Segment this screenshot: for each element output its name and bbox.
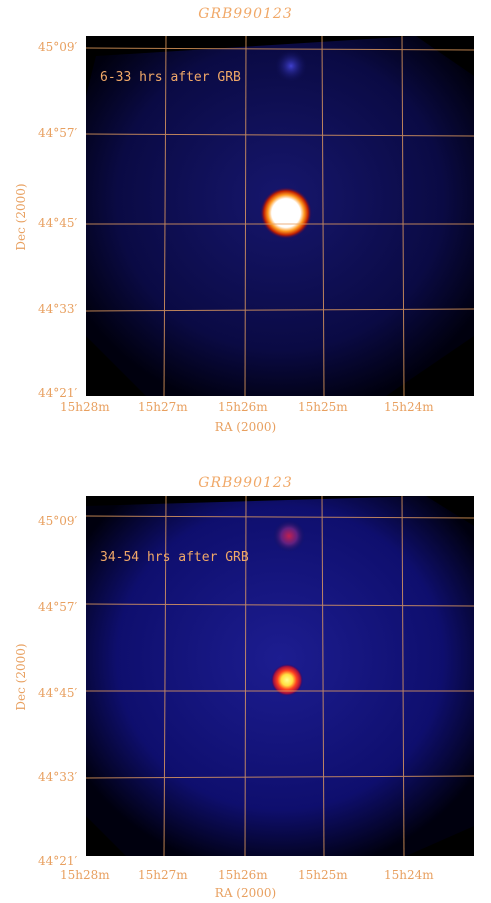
panel-title: GRB990123: [198, 6, 293, 22]
y-axis-label: Dec (2000): [14, 183, 28, 251]
y-axis-label: Dec (2000): [14, 643, 28, 711]
bright-source: [260, 187, 312, 239]
faint-source: [273, 520, 305, 552]
ytick-label: 44°57′: [38, 600, 78, 614]
xtick-label: 15h25m: [298, 868, 348, 882]
xray-image: 34-54 hrs after GRB: [86, 496, 474, 856]
xtick-label: 15h24m: [384, 400, 434, 414]
ytick-label: 44°21′: [38, 386, 78, 400]
xtick-label: 15h25m: [298, 400, 348, 414]
ytick-label: 44°45′: [38, 216, 78, 230]
xtick-label: 15h27m: [138, 400, 188, 414]
panel-bottom: GRB990123: [0, 470, 491, 903]
x-axis-label: RA (2000): [214, 886, 277, 900]
ytick-label: 45°09′: [38, 514, 78, 528]
x-axis-label: RA (2000): [214, 420, 277, 434]
ytick-label: 44°45′: [38, 686, 78, 700]
ytick-label: 45°09′: [38, 40, 78, 54]
xtick-label: 15h27m: [138, 868, 188, 882]
faint-source: [275, 50, 307, 82]
xtick-label: 15h24m: [384, 868, 434, 882]
xray-image: 6-33 hrs after GRB: [86, 36, 474, 396]
panel-top: GRB990123: [0, 0, 491, 450]
ytick-label: 44°57′: [38, 126, 78, 140]
bright-source: [271, 664, 303, 696]
xray-image-svg: [86, 496, 474, 856]
xtick-label: 15h28m: [60, 400, 110, 414]
ytick-label: 44°33′: [38, 770, 78, 784]
coordinate-grid: [86, 496, 474, 856]
coordinate-grid: [86, 36, 474, 396]
xtick-label: 15h26m: [218, 400, 268, 414]
xtick-label: 15h28m: [60, 868, 110, 882]
xray-image-svg: [86, 36, 474, 396]
ytick-label: 44°21′: [38, 854, 78, 868]
ytick-label: 44°33′: [38, 302, 78, 316]
time-annotation: 6-33 hrs after GRB: [100, 70, 241, 85]
time-annotation: 34-54 hrs after GRB: [100, 550, 249, 565]
panel-title: GRB990123: [198, 475, 293, 491]
xtick-label: 15h26m: [218, 868, 268, 882]
